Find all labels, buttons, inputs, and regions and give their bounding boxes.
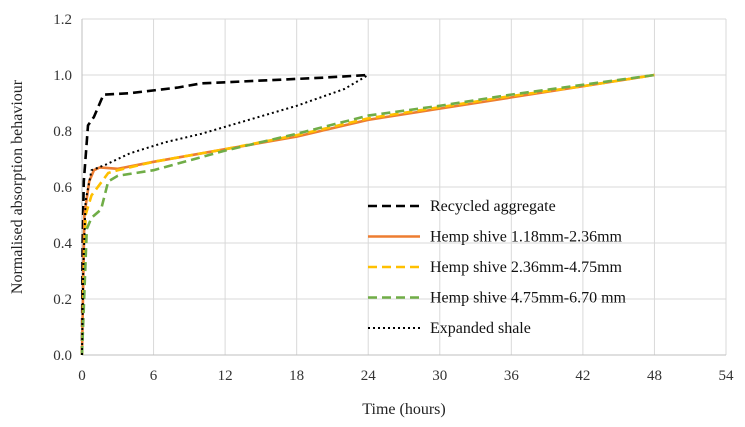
x-tick-label: 42 [575, 368, 590, 384]
y-axis-title: Normalised absorption behaviour [9, 79, 26, 294]
series-line-5 [81, 74, 369, 356]
tick-labels: 0 6 12 18 24 30 36 42 48 54 0.0 0.2 0.4 0.6 0.8 1.0 1.2 [53, 12, 734, 384]
legend-label-5: Expanded shale [430, 320, 531, 337]
legend: Recycled aggregate Hemp shive 1.18mm-2.36… [368, 198, 627, 337]
x-tick-label: 24 [361, 368, 377, 384]
x-tick-label: 6 [150, 368, 158, 384]
y-tick-label: 0.6 [53, 180, 72, 196]
series-layer [80, 73, 655, 356]
x-tick-label: 54 [719, 368, 735, 384]
legend-label-4: Hemp shive 4.75mm-6.70 mm [430, 290, 627, 307]
y-tick-label: 0.2 [53, 292, 72, 308]
y-tick-label: 1.0 [53, 68, 72, 84]
x-tick-label: 12 [218, 368, 233, 384]
legend-label-1: Recycled aggregate [430, 198, 556, 215]
x-axis-title: Time (hours) [362, 401, 445, 418]
x-tick-label: 36 [504, 368, 520, 384]
y-tick-label: 0.0 [53, 348, 72, 364]
gridlines [82, 18, 727, 355]
x-tick-label: 0 [78, 368, 86, 384]
legend-label-2: Hemp shive 1.18mm-2.36mm [430, 229, 623, 246]
series-line-3 [80, 73, 655, 356]
x-tick-label: 18 [289, 368, 304, 384]
series-line-4 [80, 73, 655, 356]
y-tick-label: 0.8 [53, 124, 72, 140]
x-tick-label: 30 [432, 368, 447, 384]
x-tick-label: 48 [647, 368, 662, 384]
legend-label-3: Hemp shive 2.36mm-4.75mm [430, 259, 623, 276]
y-tick-label: 0.4 [53, 236, 72, 252]
y-tick-label: 1.2 [53, 12, 72, 28]
